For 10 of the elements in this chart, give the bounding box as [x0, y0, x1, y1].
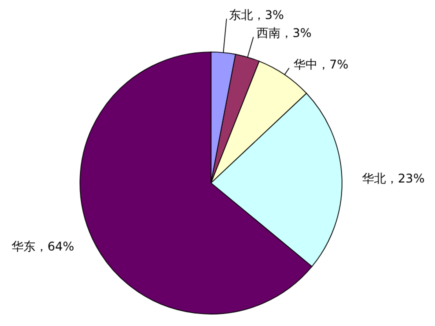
data-label: ，3% — [252, 8, 284, 22]
data-label: ，7% — [317, 58, 348, 72]
data-label: ，64% — [36, 239, 74, 254]
category-label: 西南 — [256, 26, 281, 40]
category-label: 东北 — [228, 8, 253, 22]
category-label: 华北 — [362, 171, 386, 186]
category-label: 华中 — [293, 58, 318, 72]
category-label: 华东 — [12, 239, 36, 254]
data-label: ，3% — [280, 26, 312, 40]
data-label: ，23% — [386, 171, 425, 186]
